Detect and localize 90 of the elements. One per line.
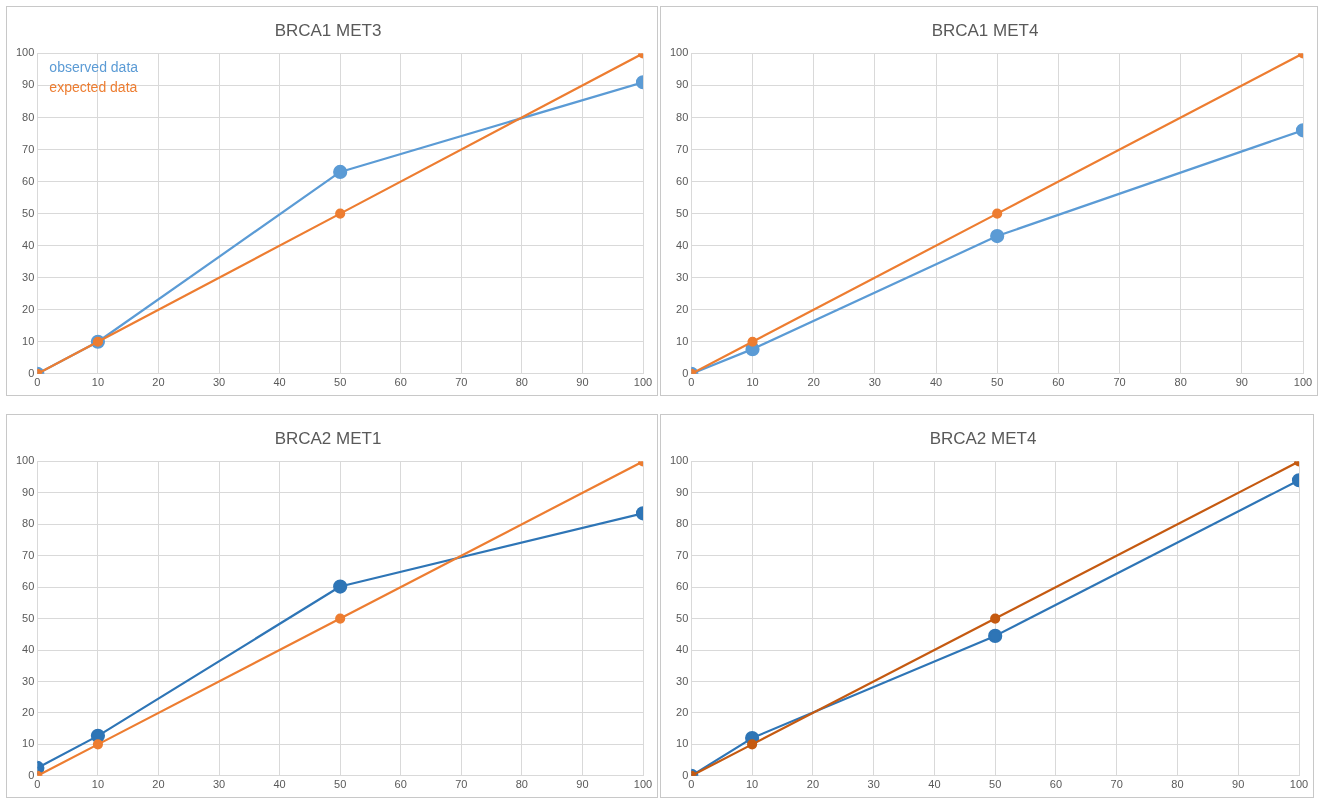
y-tick-label: 90 (676, 78, 689, 91)
chart-title: BRCA2 MET1 (274, 428, 382, 448)
x-tick-label: 40 (273, 376, 286, 389)
x-tick-label: 100 (633, 778, 653, 791)
y-tick-label: 70 (676, 548, 689, 561)
y-tick-label: 0 (682, 366, 689, 379)
y-tick-label: 100 (669, 454, 689, 467)
y-tick-label: 10 (676, 737, 689, 750)
y-tick-label: 90 (22, 485, 35, 498)
y-tick-label: 70 (22, 548, 35, 561)
y-tick-label: 20 (676, 302, 689, 315)
y-tick-label: 0 (28, 366, 35, 379)
y-tick-label: 50 (22, 611, 35, 624)
x-tick-label: 70 (455, 376, 468, 389)
y-tick-label: 0 (28, 768, 35, 781)
x-tick-label: 80 (515, 376, 528, 389)
x-tick-label: 60 (394, 778, 407, 791)
y-tick-label: 90 (676, 485, 689, 498)
x-tick-label: 50 (334, 778, 347, 791)
y-tick-label: 80 (22, 110, 35, 123)
y-tick-label: 60 (22, 580, 35, 593)
y-tick-label: 40 (676, 643, 689, 656)
chart-title: BRCA1 MET3 (274, 20, 382, 40)
y-tick-label: 70 (22, 142, 35, 155)
y-tick-label: 10 (22, 737, 35, 750)
y-tick-label: 100 (669, 46, 689, 59)
x-tick-label: 100 (1293, 376, 1313, 389)
x-tick-label: 60 (1052, 376, 1065, 389)
chart-title: BRCA1 MET4 (931, 20, 1039, 40)
x-tick-label: 10 (745, 778, 759, 791)
x-tick-label: 50 (991, 376, 1004, 389)
y-tick-label: 30 (676, 674, 689, 687)
y-tick-label: 0 (682, 768, 689, 781)
x-tick-label: 20 (806, 778, 820, 791)
x-tick-label: 90 (1235, 376, 1248, 389)
x-tick-label: 40 (928, 778, 941, 791)
y-tick-label: 40 (676, 238, 689, 251)
x-tick-label: 70 (1110, 778, 1123, 791)
y-tick-label: 30 (22, 270, 35, 283)
y-tick-label: 80 (22, 517, 35, 530)
y-tick-label: 20 (676, 705, 689, 718)
text: expected data (49, 79, 138, 96)
y-tick-label: 60 (676, 174, 689, 187)
y-tick-label: 90 (22, 78, 35, 91)
x-tick-label: 20 (807, 376, 820, 389)
y-tick-label: 30 (22, 674, 35, 687)
y-tick-label: 100 (15, 46, 35, 59)
y-tick-label: 50 (22, 206, 35, 219)
y-tick-label: 20 (22, 705, 35, 718)
x-tick-label: 10 (91, 376, 105, 389)
x-tick-label: 90 (576, 778, 589, 791)
x-tick-label: 20 (152, 376, 165, 389)
x-tick-label: 50 (334, 376, 347, 389)
text: observed data (49, 59, 139, 76)
x-tick-label: 40 (273, 778, 286, 791)
x-tick-label: 90 (1232, 778, 1245, 791)
x-tick-label: 70 (455, 778, 468, 791)
y-tick-label: 20 (22, 302, 35, 315)
y-tick-label: 50 (676, 611, 689, 624)
x-tick-label: 30 (867, 778, 880, 791)
y-tick-label: 80 (676, 110, 689, 123)
x-tick-label: 40 (929, 376, 943, 389)
x-tick-label: 60 (1049, 778, 1063, 791)
x-tick-label: 80 (1174, 376, 1187, 389)
y-tick-label: 10 (676, 334, 689, 347)
y-tick-label: 60 (22, 174, 35, 187)
y-tick-label: 50 (676, 206, 689, 219)
y-tick-label: 30 (676, 270, 689, 283)
x-tick-label: 30 (212, 376, 226, 389)
x-tick-label: 100 (1289, 778, 1309, 791)
y-tick-label: 40 (22, 643, 35, 656)
x-tick-label: 100 (633, 376, 653, 389)
x-tick-label: 70 (1113, 376, 1126, 389)
x-tick-label: 60 (394, 376, 407, 389)
x-tick-label: 50 (989, 778, 1002, 791)
x-tick-label: 90 (576, 376, 589, 389)
y-tick-label: 40 (22, 238, 35, 251)
y-tick-label: 80 (676, 517, 689, 530)
y-tick-label: 100 (15, 454, 35, 467)
x-tick-label: 80 (1171, 778, 1184, 791)
y-tick-label: 60 (676, 580, 689, 593)
x-tick-label: 20 (152, 778, 165, 791)
y-tick-label: 10 (22, 334, 35, 347)
x-tick-label: 30 (868, 376, 881, 389)
y-tick-label: 70 (676, 142, 689, 155)
x-tick-label: 10 (91, 778, 105, 791)
chart-title: BRCA2 MET4 (929, 428, 1037, 448)
x-tick-label: 80 (515, 778, 528, 791)
x-tick-label: 30 (212, 778, 226, 791)
x-tick-label: 10 (746, 376, 759, 389)
